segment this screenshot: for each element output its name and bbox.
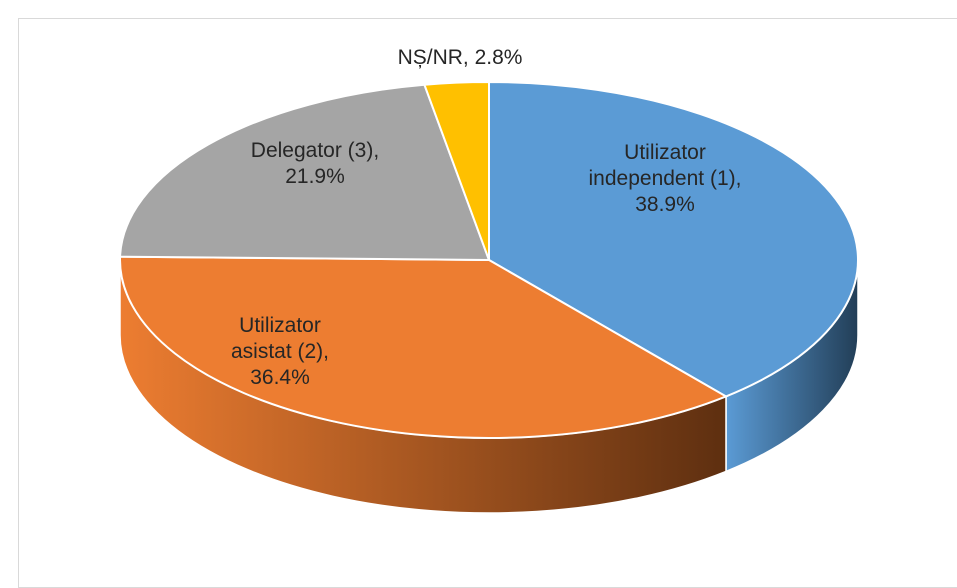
pie-slice [423,80,490,261]
data-label: Utilizator independent (1), 38.9% [588,141,742,216]
pie-slice [488,80,859,398]
data-label: Utilizator asistat (2), 36.4% [230,314,330,389]
data-label: NȘ/NR, 2.8% [397,46,523,69]
data-label: Delegator (3), 21.9% [250,139,380,188]
pie-slice [119,83,491,262]
pie-slice [119,255,729,439]
